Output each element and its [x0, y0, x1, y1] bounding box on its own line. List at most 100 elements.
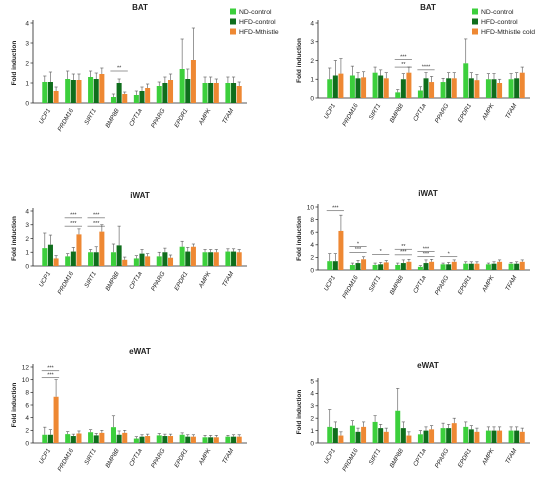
bar-hfd-control — [332, 75, 338, 98]
y-tick-label: 1 — [25, 80, 29, 87]
y-tick-label: 4 — [25, 415, 29, 422]
bar-hfd-mthistle-cold — [429, 82, 435, 98]
bar-hfd-control — [70, 80, 76, 103]
bar-nd-control — [133, 95, 139, 103]
bar-nd-control — [42, 82, 48, 103]
x-tick-label: BMP8B — [104, 448, 121, 470]
x-tick-label: SIRT1 — [83, 271, 98, 290]
significance-label: *** — [332, 205, 339, 211]
bar-nd-control — [133, 438, 139, 443]
panel-title: eWAT — [129, 347, 151, 356]
bar-hfd-control — [378, 428, 384, 443]
bar-hfd-mthistle — [236, 436, 242, 443]
bar-hfd-control — [400, 428, 406, 443]
bar-nd-control — [88, 77, 94, 103]
y-tick-label: 4 — [310, 20, 314, 27]
x-tick-label: UCP1 — [38, 448, 52, 466]
bar-nd-control — [395, 264, 401, 270]
panel-title: eWAT — [417, 361, 439, 370]
bar-nd-control — [179, 434, 185, 443]
bar-hfd-mthistle — [190, 246, 196, 266]
y-axis-label: Fold induction — [296, 390, 303, 435]
bar-hfd-control — [446, 78, 452, 98]
x-tick-label: UCP1 — [323, 103, 337, 121]
x-tick-label: PPARG — [434, 274, 451, 296]
legend-label: HFD-control — [239, 19, 276, 26]
bar-hfd-mthistle — [99, 432, 105, 443]
significance-label: *** — [400, 54, 407, 60]
bar-hfd-mthistle-cold — [361, 426, 367, 443]
bar-nd-control — [88, 252, 94, 266]
bar-hfd-control — [332, 428, 338, 443]
panel-title: iWAT — [130, 191, 150, 200]
x-tick-label: BMP8B — [104, 108, 121, 130]
y-tick-label: 2 — [25, 428, 29, 435]
bar-hfd-control — [139, 91, 145, 103]
significance-label: *** — [47, 366, 54, 372]
bar-hfd-mthistle — [519, 261, 525, 270]
bar-nd-control — [110, 427, 116, 443]
bar-nd-control — [349, 75, 355, 98]
x-tick-label: BMP8B — [104, 271, 121, 293]
x-tick-label: PRDM16 — [341, 274, 360, 300]
y-tick-label: 8 — [310, 217, 314, 224]
bar-hfd-mthistle — [497, 261, 503, 270]
y-tick-label: 2 — [310, 255, 314, 262]
y-tick-label: 2 — [25, 60, 29, 67]
bar-hfd-mthistle — [236, 86, 242, 103]
bar-hfd-mthistle — [190, 60, 196, 103]
x-tick-label: TFAM — [504, 447, 519, 465]
bar-nd-control — [225, 436, 231, 443]
bar-hfd-mthistle — [122, 94, 128, 103]
bar-nd-control — [225, 251, 231, 266]
bar-hfd-control — [47, 434, 53, 443]
x-tick-label: PRDM16 — [56, 447, 75, 473]
bar-hfd-control — [446, 428, 452, 443]
x-tick-label: AMPK — [197, 107, 213, 127]
significance-label: * — [357, 241, 360, 247]
y-tick-label: 6 — [310, 230, 314, 237]
bar-nd-control — [485, 430, 491, 443]
significance-label: * — [448, 251, 451, 257]
y-tick-label: 0 — [25, 100, 29, 107]
y-tick-label: 3 — [310, 39, 314, 46]
y-tick-label: 1 — [310, 77, 314, 84]
bar-hfd-mthistle — [145, 436, 151, 443]
bar-nd-control — [202, 252, 208, 266]
bar-hfd-control — [491, 430, 497, 443]
y-tick-label: 3 — [25, 222, 29, 229]
bar-nd-control — [485, 79, 491, 98]
bar-hfd-control — [185, 436, 191, 443]
bar-hfd-mthistle — [76, 433, 82, 443]
bar-nd-control — [225, 83, 231, 103]
bar-hfd-control — [423, 78, 429, 98]
x-tick-label: TFAM — [504, 102, 519, 120]
y-tick-label: 10 — [22, 377, 30, 384]
x-tick-label: CPT1a — [128, 107, 144, 128]
bar-hfd-mthistle — [451, 261, 457, 270]
bar-hfd-mthistle-cold — [451, 423, 457, 443]
legend-label: HFD-control — [481, 19, 518, 26]
bar-hfd-control — [162, 436, 168, 443]
y-tick-label: 4 — [310, 242, 314, 249]
x-tick-label: PPARG — [434, 447, 451, 469]
x-tick-label: AMPK — [480, 274, 496, 294]
bar-nd-control — [42, 248, 48, 266]
bar-nd-control — [110, 252, 116, 266]
bar-nd-control — [463, 263, 469, 270]
panel-title: iWAT — [418, 189, 438, 198]
bar-hfd-control — [332, 261, 338, 270]
bar-hfd-control — [139, 253, 145, 266]
bar-hfd-control — [400, 79, 406, 98]
bar-hfd-control — [231, 83, 237, 103]
x-tick-label: PRDM16 — [56, 270, 75, 296]
significance-label: *** — [70, 213, 77, 219]
y-tick-label: 0 — [310, 95, 314, 102]
bar-hfd-mthistle-cold — [497, 83, 503, 98]
bar-nd-control — [395, 410, 401, 443]
bar-hfd-mthistle — [122, 259, 128, 266]
bar-nd-control — [179, 246, 185, 266]
x-tick-label: SIRT1 — [368, 275, 383, 294]
bar-nd-control — [508, 263, 514, 270]
